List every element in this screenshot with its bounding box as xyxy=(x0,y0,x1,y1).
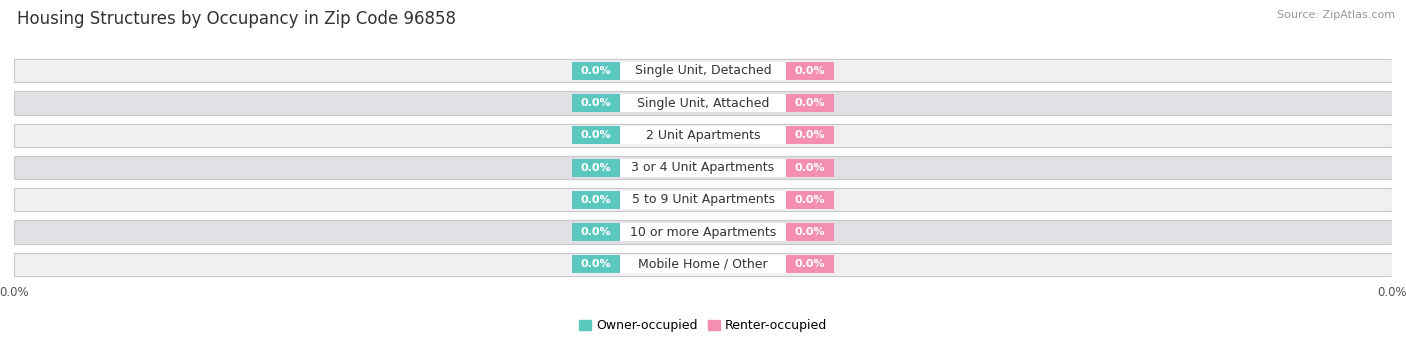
Text: 5 to 9 Unit Apartments: 5 to 9 Unit Apartments xyxy=(631,193,775,206)
Text: 0.0%: 0.0% xyxy=(581,130,612,140)
Bar xyxy=(14,221,1392,244)
Text: 0.0%: 0.0% xyxy=(581,98,612,108)
Bar xyxy=(14,124,1392,147)
Text: 0.0%: 0.0% xyxy=(794,259,825,269)
Bar xyxy=(14,59,1392,82)
Bar xyxy=(14,124,1392,147)
Bar xyxy=(620,62,786,80)
Bar xyxy=(786,62,834,80)
Bar xyxy=(620,159,786,176)
Text: 3 or 4 Unit Apartments: 3 or 4 Unit Apartments xyxy=(631,161,775,174)
Bar xyxy=(14,188,1392,211)
Text: 2 Unit Apartments: 2 Unit Apartments xyxy=(645,129,761,142)
Bar xyxy=(786,255,834,273)
Bar xyxy=(620,94,786,112)
Text: Single Unit, Attached: Single Unit, Attached xyxy=(637,96,769,109)
Bar xyxy=(572,62,620,80)
Text: 0.0%: 0.0% xyxy=(794,98,825,108)
Bar xyxy=(14,156,1392,179)
Bar xyxy=(14,59,1392,82)
Bar xyxy=(786,191,834,209)
Bar xyxy=(786,94,834,112)
Bar xyxy=(572,159,620,176)
Legend: Owner-occupied, Renter-occupied: Owner-occupied, Renter-occupied xyxy=(574,314,832,338)
Text: 10 or more Apartments: 10 or more Apartments xyxy=(630,226,776,239)
Bar xyxy=(786,126,834,144)
Bar xyxy=(14,156,1392,179)
Bar xyxy=(620,255,786,273)
Text: 0.0%: 0.0% xyxy=(794,195,825,205)
Bar xyxy=(620,191,786,209)
Bar xyxy=(14,188,1392,211)
Text: 0.0%: 0.0% xyxy=(581,259,612,269)
Text: 0.0%: 0.0% xyxy=(581,195,612,205)
Text: Mobile Home / Other: Mobile Home / Other xyxy=(638,258,768,271)
Bar xyxy=(572,94,620,112)
Bar xyxy=(14,221,1392,244)
Bar xyxy=(14,253,1392,276)
Bar xyxy=(786,159,834,176)
Text: Single Unit, Detached: Single Unit, Detached xyxy=(634,64,772,77)
Bar xyxy=(572,223,620,241)
Text: 0.0%: 0.0% xyxy=(794,66,825,76)
Text: 0.0%: 0.0% xyxy=(581,227,612,237)
Text: Housing Structures by Occupancy in Zip Code 96858: Housing Structures by Occupancy in Zip C… xyxy=(17,10,456,28)
Bar xyxy=(14,253,1392,276)
Bar xyxy=(572,191,620,209)
Text: 0.0%: 0.0% xyxy=(581,66,612,76)
Bar xyxy=(14,91,1392,115)
Bar xyxy=(620,126,786,144)
Text: Source: ZipAtlas.com: Source: ZipAtlas.com xyxy=(1277,10,1395,20)
Bar xyxy=(14,91,1392,115)
Bar xyxy=(786,223,834,241)
Bar xyxy=(572,255,620,273)
Bar xyxy=(620,223,786,241)
Text: 0.0%: 0.0% xyxy=(794,227,825,237)
Text: 0.0%: 0.0% xyxy=(794,130,825,140)
Text: 0.0%: 0.0% xyxy=(794,162,825,173)
Text: 0.0%: 0.0% xyxy=(581,162,612,173)
Bar xyxy=(572,126,620,144)
